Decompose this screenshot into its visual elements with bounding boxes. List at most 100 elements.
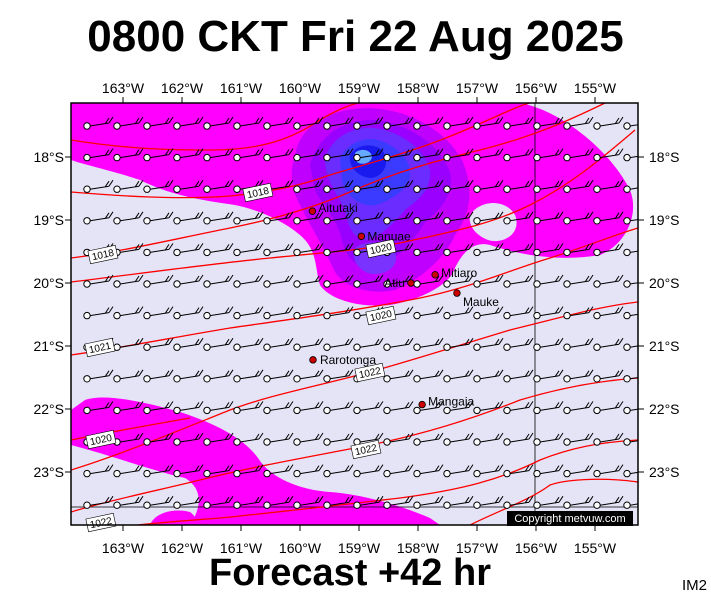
wind-station-circle — [233, 153, 241, 162]
wind-station-circle — [383, 153, 391, 162]
isobar-label: 1022 — [85, 512, 117, 533]
wind-barb — [629, 250, 638, 253]
place-label: Mangaia — [428, 395, 474, 409]
latitude-labels: 18°S 18°S 19°S 19°S 20°S 20°S 21°S 21°S 22°S 22°S… — [33, 149, 679, 480]
wind-barb — [359, 148, 384, 159]
wind-barb — [299, 274, 324, 285]
wind-barb — [209, 243, 234, 253]
wind-station-circle — [593, 280, 601, 288]
wind-barb — [419, 495, 444, 506]
isobar-label: 1022 — [350, 439, 382, 460]
wind-station-circle — [503, 122, 511, 130]
wind-barb — [449, 211, 474, 222]
wind-station-circle — [383, 343, 391, 351]
wind-station-circle — [413, 122, 421, 130]
wind-station-circle — [353, 217, 361, 225]
wind-barb — [179, 243, 204, 253]
wind-barb — [389, 148, 414, 159]
wind-barb — [419, 432, 444, 443]
wind-barb — [269, 211, 294, 222]
lon-label-bottom: 159°W — [338, 540, 381, 556]
wind-barb — [479, 274, 504, 285]
wind-station-circle — [443, 469, 451, 478]
wind-station-circle — [473, 438, 481, 446]
wind-station-circle — [473, 375, 481, 383]
wind-barb — [239, 464, 264, 475]
wind-station-circle — [233, 280, 241, 288]
wind-barb — [149, 337, 174, 348]
isobar-label: 1018 — [87, 244, 119, 265]
wind-barb — [389, 211, 414, 222]
wind-station-circle — [413, 343, 421, 351]
wind-barb — [419, 401, 444, 411]
wind-barb — [239, 432, 264, 443]
wind-station-circle — [413, 153, 421, 162]
wind-barb — [269, 495, 294, 506]
wind-station-circle — [503, 406, 511, 415]
wind-station-circle — [533, 122, 541, 130]
wind-barb — [419, 148, 444, 159]
lon-label-top: 156°W — [515, 80, 558, 96]
wind-station-circle — [263, 248, 271, 257]
rain-layer — [71, 103, 634, 525]
copyright-text: Copyright metvuw.com — [514, 513, 625, 525]
wind-barb — [509, 401, 534, 411]
wind-barb — [599, 179, 624, 190]
wind-barb — [509, 432, 534, 443]
isobar-label: 1022 — [354, 362, 386, 383]
wind-barb — [149, 148, 174, 159]
wind-barb — [509, 495, 534, 506]
wind-barb — [359, 179, 384, 190]
wind-barb — [119, 274, 144, 285]
wind-station-circle — [413, 217, 421, 225]
wind-station-circle — [413, 280, 421, 288]
wind-barb — [569, 464, 594, 475]
wind-barb — [389, 464, 414, 475]
wind-barb — [299, 432, 324, 443]
wind-station-circle — [113, 217, 121, 225]
wind-barb — [569, 337, 594, 348]
place-dot — [453, 289, 461, 297]
wind-station-circle — [383, 406, 391, 415]
wind-station-circle — [203, 153, 211, 162]
wind-station-circle — [263, 438, 271, 446]
wind-barb — [569, 274, 594, 285]
wind-barb — [269, 274, 294, 285]
wind-station-circle — [233, 248, 241, 257]
wind-station-circle — [203, 343, 211, 351]
place-dot — [418, 400, 426, 409]
wind-barb — [479, 432, 504, 443]
wind-station-circle — [623, 217, 631, 225]
wind-station-circle — [503, 153, 511, 162]
lon-label-bottom: 163°W — [102, 540, 145, 556]
wind-barb — [179, 369, 204, 380]
wind-barb — [569, 243, 594, 253]
wind-station-circle — [263, 343, 271, 351]
wind-barb — [599, 369, 624, 380]
wind-barb — [509, 274, 534, 285]
wind-station-circle — [203, 185, 211, 193]
wind-station-circle — [533, 469, 541, 478]
wind-barb — [149, 369, 174, 380]
wind-barb — [329, 337, 354, 348]
wind-barb — [629, 503, 638, 506]
wind-station-circle — [233, 185, 241, 193]
wind-barb — [299, 464, 324, 475]
wind-barb — [89, 495, 114, 506]
wind-barb — [209, 274, 234, 285]
wind-station-circle — [443, 375, 451, 383]
wind-barb — [179, 274, 204, 285]
place-label: Atiu — [384, 276, 405, 290]
wind-barb — [299, 401, 324, 411]
lon-label-top: 155°W — [574, 80, 617, 96]
lon-label-top: 162°W — [161, 80, 204, 96]
wind-barb — [119, 211, 144, 222]
wind-barb — [509, 464, 534, 475]
wind-station-circle — [623, 469, 631, 478]
wind-barb — [179, 495, 204, 506]
wind-barb — [629, 219, 638, 222]
wind-station-circle — [323, 501, 331, 509]
lon-label-top: 163°W — [102, 80, 145, 96]
lon-label-top: 160°W — [279, 80, 322, 96]
place-label: Rarotonga — [320, 353, 376, 367]
